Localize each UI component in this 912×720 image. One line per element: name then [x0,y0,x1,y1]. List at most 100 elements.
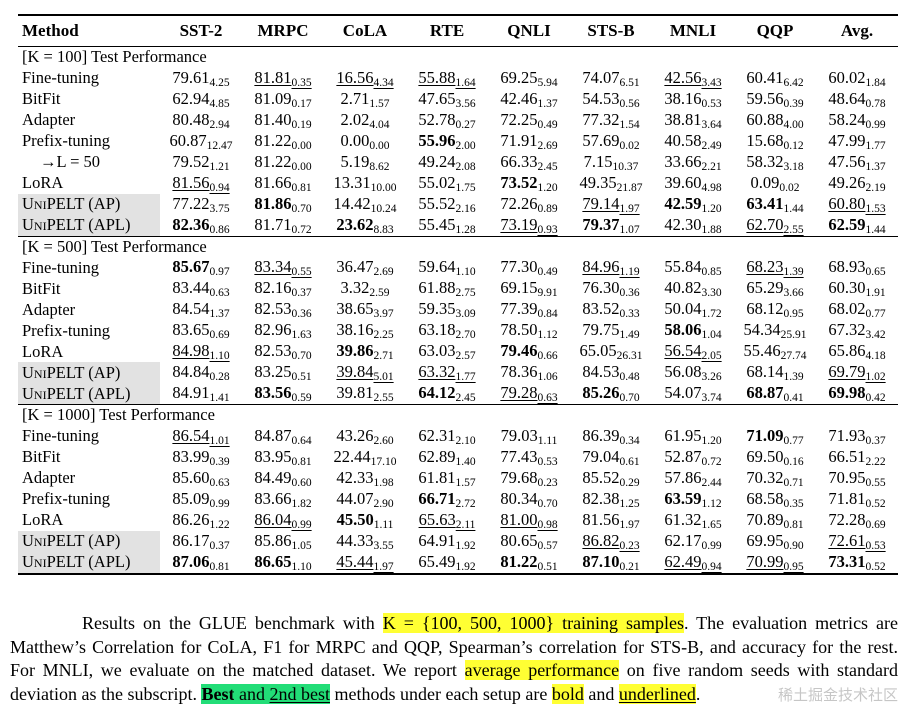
score-value: 0.09 [750,172,780,192]
score-std: 2.60 [373,434,394,447]
score-value: 81.40 [254,109,292,129]
highlight-k-samples: K = {100, 500, 1000} training samples [382,613,685,633]
score-value: 79.04 [582,446,620,466]
score-value: 23.62 [336,214,374,234]
score-cell: 79.040.61 [570,447,652,468]
score-value: 79.14 [582,193,620,213]
section-title: [K = 1000] Test Performance [18,404,898,426]
score-value: 80.34 [500,488,538,508]
score-value: 83.65 [172,320,210,340]
score-std: 1.22 [209,518,230,531]
score-value: 54.53 [582,88,620,108]
score-cell: 83.650.69 [160,320,242,341]
score-cell: 62.702.55 [734,215,816,237]
score-cell: 87.060.81 [160,551,242,575]
score-std: 0.66 [537,350,558,363]
score-cell: 61.811.57 [406,468,488,489]
score-cell: 58.061.04 [652,320,734,341]
score-value: 71.91 [500,130,538,150]
score-cell: 55.881.64 [406,68,488,89]
table-row: Adapter 80.482.94 81.400.19 2.024.04 52.780.… [18,110,898,131]
score-std: 0.99 [291,518,312,531]
highlight-2nd-best: 2nd best [269,683,330,704]
score-std: 1.20 [537,181,558,194]
score-std: 2.16 [455,202,476,215]
score-std: 1.07 [619,223,640,236]
score-std: 9.91 [537,287,558,300]
score-cell: 65.293.66 [734,278,816,299]
score-std: 1.05 [291,539,312,552]
score-cell: 55.451.28 [406,215,488,237]
score-cell: 86.820.23 [570,531,652,552]
score-std: 0.23 [619,539,640,552]
score-std: 1.97 [619,202,640,215]
score-value: 85.60 [172,467,210,487]
score-cell: 49.262.19 [816,173,898,194]
score-value: 70.32 [746,467,784,487]
score-cell: 68.231.39 [734,257,816,278]
method-name: UniPELT (APL) [18,214,160,237]
score-cell: 57.690.02 [570,131,652,152]
score-std: 1.21 [209,160,230,173]
score-std: 0.27 [455,118,476,131]
score-value: 45.44 [336,551,374,571]
score-std: 0.95 [783,308,804,321]
score-cell: 81.090.17 [242,89,324,110]
table-row: Adapter 84.541.37 82.530.36 38.653.97 59.353… [18,299,898,320]
method-name: Prefix-tuning [22,131,110,151]
score-cell: 73.310.52 [816,551,898,575]
score-std: 0.28 [209,371,230,384]
score-std: 0.72 [701,455,722,468]
score-value: 85.09 [172,488,210,508]
score-value: 73.19 [500,214,538,234]
table-row: Prefix-tuning 85.090.99 83.661.82 44.072.90… [18,489,898,510]
score-cell: 72.280.69 [816,510,898,531]
score-value: 66.71 [418,488,456,508]
score-std: 1.92 [455,539,476,552]
score-std: 0.37 [291,287,312,300]
score-value: 69.79 [828,362,866,382]
score-std: 3.75 [209,202,230,215]
table-row: LoRA 84.981.10 82.530.70 39.862.71 63.032.57… [18,341,898,362]
score-cell: 83.250.51 [242,362,324,383]
table-row: UniPELT (AP) 84.840.28 83.250.51 39.845.01 6… [18,362,898,384]
score-cell: 57.862.44 [652,468,734,489]
score-std: 8.62 [369,160,390,173]
score-cell: 80.482.94 [160,110,242,131]
score-std: 0.53 [537,455,558,468]
score-value: 79.75 [582,320,620,340]
score-cell: 69.950.90 [734,531,816,552]
score-cell: 69.980.42 [816,383,898,405]
score-std: 3.74 [701,392,722,405]
method-name: BitFit [22,447,61,467]
score-cell: 54.530.56 [570,89,652,110]
score-value: 0.00 [340,130,370,150]
score-value: 55.46 [743,341,781,361]
score-std: 0.86 [209,223,230,236]
score-std: 3.42 [865,329,886,342]
score-value: 70.95 [828,467,866,487]
score-std: 0.85 [701,266,722,279]
score-cell: 74.076.51 [570,68,652,89]
score-std: 0.55 [291,266,312,279]
score-cell: 85.090.99 [160,489,242,510]
score-std: 4.18 [865,350,886,363]
score-std: 1.02 [865,371,886,384]
score-value: 63.59 [664,488,702,508]
table-row: Prefix-tuning 83.650.69 82.961.63 38.162.25… [18,320,898,341]
score-value: 67.32 [828,320,866,340]
score-std: 3.18 [783,160,804,173]
score-value: 56.54 [664,341,702,361]
score-value: 60.41 [746,67,784,87]
table-row: BitFit 83.990.39 83.950.81 22.4417.10 62.891… [18,447,898,468]
score-value: 55.88 [418,67,456,87]
score-std: 1.54 [619,118,640,131]
score-value: 61.32 [664,509,702,529]
score-cell: 55.4627.74 [734,341,816,362]
score-cell: 77.223.75 [160,194,242,215]
score-std: 1.92 [455,560,476,573]
score-value: 84.84 [172,362,210,382]
score-cell: 40.823.30 [652,278,734,299]
score-value: 60.80 [828,193,866,213]
score-value: 82.96 [254,320,292,340]
